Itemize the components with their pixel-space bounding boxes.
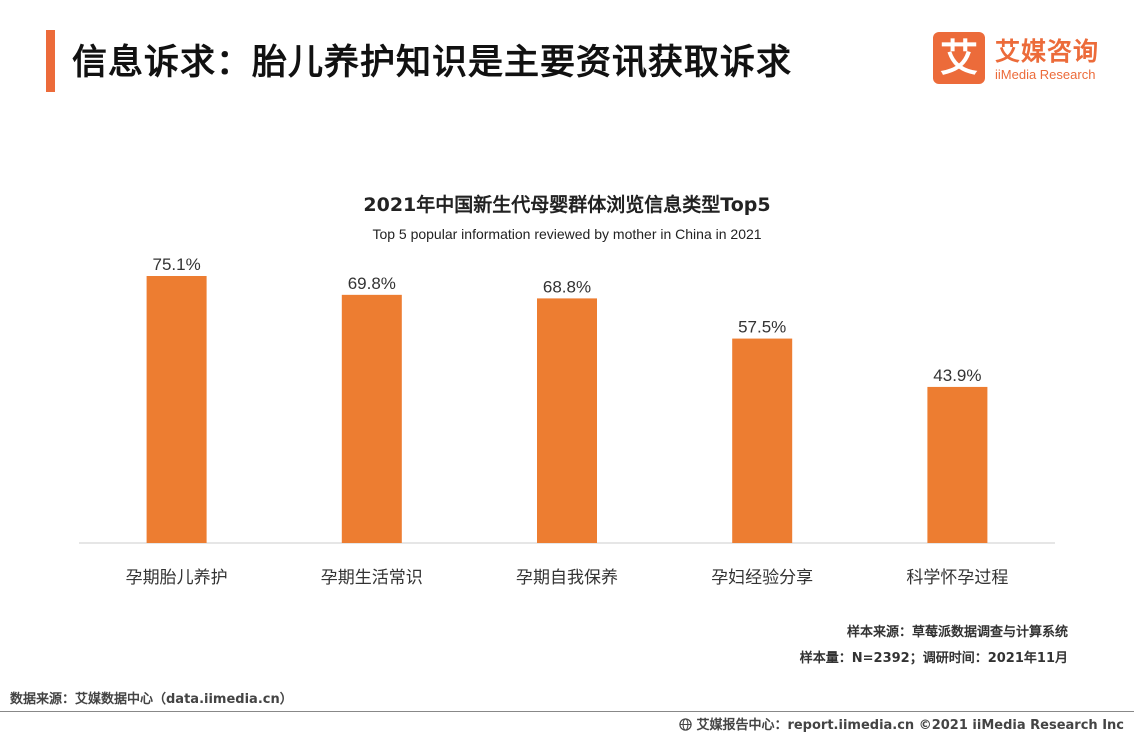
bar <box>537 298 597 543</box>
bar <box>732 338 793 543</box>
data-label: 68.8% <box>543 277 591 296</box>
category-label: 孕妇经验分享 <box>711 568 813 588</box>
iimedia-logo: 艾 艾媒咨询 iiMedia Research <box>933 32 1118 86</box>
title-accent-bar <box>46 30 55 92</box>
bar <box>341 294 402 543</box>
sample-source-note: 样本来源：草莓派数据调查与计算系统 <box>846 625 1068 640</box>
category-label: 科学怀孕过程 <box>906 568 1008 588</box>
sample-size-note: 样本量：N=2392；调研时间：2021年11月 <box>799 651 1068 666</box>
chart-subtitle: Top 5 popular information reviewed by mo… <box>372 226 762 242</box>
data-label: 57.5% <box>738 318 786 337</box>
logo-text-en: iiMedia Research <box>995 67 1096 82</box>
category-label: 孕期自我保养 <box>516 568 618 588</box>
category-label: 孕期胎儿养护 <box>126 568 228 588</box>
bar <box>146 276 207 543</box>
logo-text-cn: 艾媒咨询 <box>995 37 1100 66</box>
footer-credit-text: 艾媒报告中心：report.iimedia.cn ©2021 iiMedia R… <box>696 718 1124 733</box>
category-label: 孕期生活常识 <box>321 568 423 588</box>
footer-divider <box>0 711 1134 712</box>
data-label: 75.1% <box>152 255 200 274</box>
chart-title: 2021年中国新生代母婴群体浏览信息类型Top5 <box>363 194 771 216</box>
page-title: 信息诉求：胎儿养护知识是主要资讯获取诉求 <box>72 43 793 83</box>
data-label: 43.9% <box>933 366 981 385</box>
footer-credit: 艾媒报告中心：report.iimedia.cn ©2021 iiMedia R… <box>679 714 1124 733</box>
bar <box>927 386 988 543</box>
logo-mark: 艾 <box>933 32 985 84</box>
globe-icon <box>679 718 693 731</box>
data-label: 69.8% <box>348 274 396 293</box>
data-source: 数据来源：艾媒数据中心（data.iimedia.cn） <box>10 692 293 707</box>
